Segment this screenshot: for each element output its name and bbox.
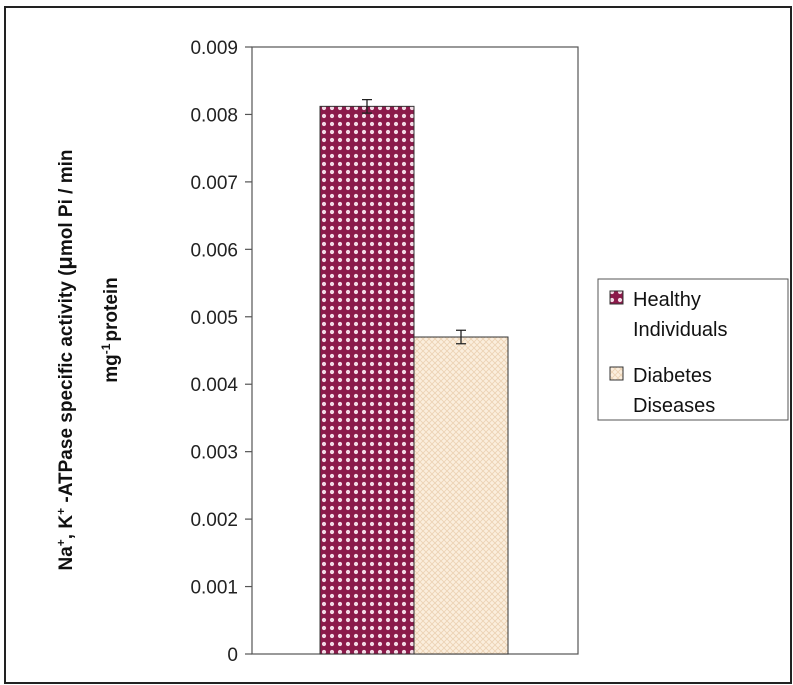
ylabel-part-sup2: + [54,508,68,515]
bar-healthy-individuals [319,105,415,655]
ylabel-part-protein: protein [101,277,122,341]
legend-swatch-healthy [609,290,624,305]
y-tick-label: 0.008 [190,105,238,126]
y-tick-label: 0.009 [190,38,238,59]
legend-label-diabetes-line1: Diabetes [633,365,712,387]
error-bar [456,329,466,345]
legend-label-healthy-line1: Healthy [633,289,701,311]
ylabel-part-atpase: -ATPase specific activity ( [56,269,77,508]
bar-diabetes-diseases [413,336,509,655]
legend-label-healthy-line2: Individuals [633,319,728,341]
ylabel-part-mg: mg [101,354,122,383]
y-tick-label: 0.004 [190,375,238,396]
ylabel-part-sup1: + [54,539,68,546]
legend-swatch-diabetes [609,366,624,381]
error-bar [362,98,372,114]
y-tick-label: 0.001 [190,578,238,599]
y-tick-label: 0.007 [190,173,238,194]
y-axis-title-line2: mg-1 protein [99,277,122,383]
bars-group [319,98,509,655]
ylabel-part-na: Na [56,546,77,571]
y-tick-label: 0.005 [190,308,238,329]
y-tick-label: 0.006 [190,240,238,261]
ylabel-part-mu: μ [52,256,77,269]
y-tick-label: 0.003 [190,443,238,464]
ylabel-part-sup3: -1 [99,343,113,354]
y-axis-ticks: 0 0.001 0.002 0.003 0.004 0.005 0.006 0.007 0.00… [190,38,252,666]
ylabel-part-k: , K [56,515,77,540]
y-tick-label: 0.002 [190,510,238,531]
legend: Healthy Individuals Diabetes Diseases [597,278,789,421]
y-axis-title-line1: Na+, K+ -ATPase specific activity (μmol … [52,149,77,570]
legend-label-diabetes-line2: Diseases [633,395,715,417]
y-tick-label: 0 [227,645,238,666]
ylabel-part-units: mol Pi / min [56,149,77,256]
legend-box [597,278,789,421]
